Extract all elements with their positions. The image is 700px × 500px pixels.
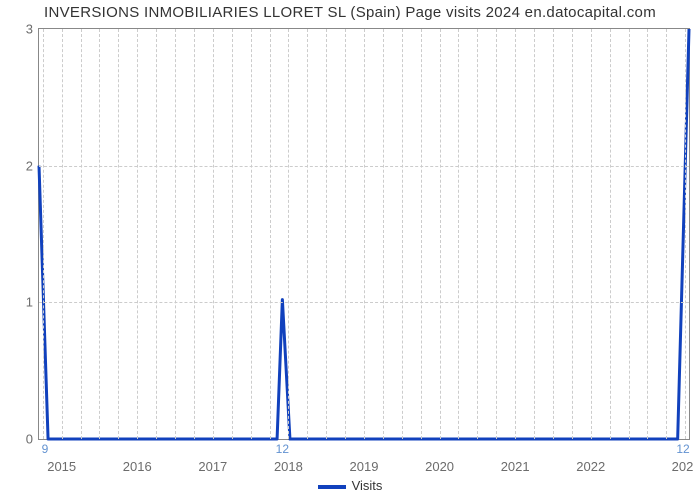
gridline-vertical [421,29,422,439]
peak-value-label: 12 [676,442,689,456]
x-tick-label: 2021 [501,459,530,474]
gridline-vertical [156,29,157,439]
gridline-vertical [553,29,554,439]
y-tick-label: 1 [26,295,33,310]
gridline-vertical [43,29,44,439]
gridline-vertical [534,29,535,439]
x-tick-label: 2022 [576,459,605,474]
legend: Visits [0,478,700,493]
gridline-vertical [288,29,289,439]
gridline-vertical [270,29,271,439]
gridline-vertical [99,29,100,439]
gridline-vertical [118,29,119,439]
x-tick-label: 2017 [198,459,227,474]
gridline-vertical [610,29,611,439]
gridline-vertical [194,29,195,439]
gridline-vertical [666,29,667,439]
y-tick-label: 0 [26,432,33,447]
plot-area: 2015201620172018201920202021202220201239… [38,28,690,440]
chart-container: INVERSIONS INMOBILIARIES LLORET SL (Spai… [0,0,700,500]
gridline-horizontal [39,166,689,167]
gridline-vertical [307,29,308,439]
gridline-vertical [232,29,233,439]
gridline-vertical [213,29,214,439]
peak-value-label: 9 [42,442,49,456]
gridline-vertical [364,29,365,439]
legend-swatch [318,485,346,489]
gridline-vertical [458,29,459,439]
gridline-vertical [383,29,384,439]
y-tick-label: 3 [26,22,33,37]
legend-label: Visits [352,478,383,493]
gridline-horizontal [39,302,689,303]
x-tick-label: 2015 [47,459,76,474]
gridline-vertical [251,29,252,439]
gridline-vertical [515,29,516,439]
gridline-vertical [175,29,176,439]
x-tick-label: 2019 [350,459,379,474]
gridline-vertical [647,29,648,439]
gridline-vertical [591,29,592,439]
peak-value-label: 12 [276,442,289,456]
gridline-vertical [402,29,403,439]
gridline-vertical [477,29,478,439]
gridline-vertical [326,29,327,439]
gridline-vertical [62,29,63,439]
gridline-vertical [572,29,573,439]
gridline-vertical [440,29,441,439]
chart-title: INVERSIONS INMOBILIARIES LLORET SL (Spai… [0,4,700,21]
gridline-vertical [496,29,497,439]
x-tick-label: 2018 [274,459,303,474]
gridline-vertical [137,29,138,439]
x-tick-label: 2020 [425,459,454,474]
gridline-vertical [629,29,630,439]
x-tick-label: 2016 [123,459,152,474]
gridline-vertical [81,29,82,439]
x-tick-label-edge: 202 [672,459,694,474]
y-tick-label: 2 [26,158,33,173]
gridline-vertical [685,29,686,439]
gridline-vertical [345,29,346,439]
